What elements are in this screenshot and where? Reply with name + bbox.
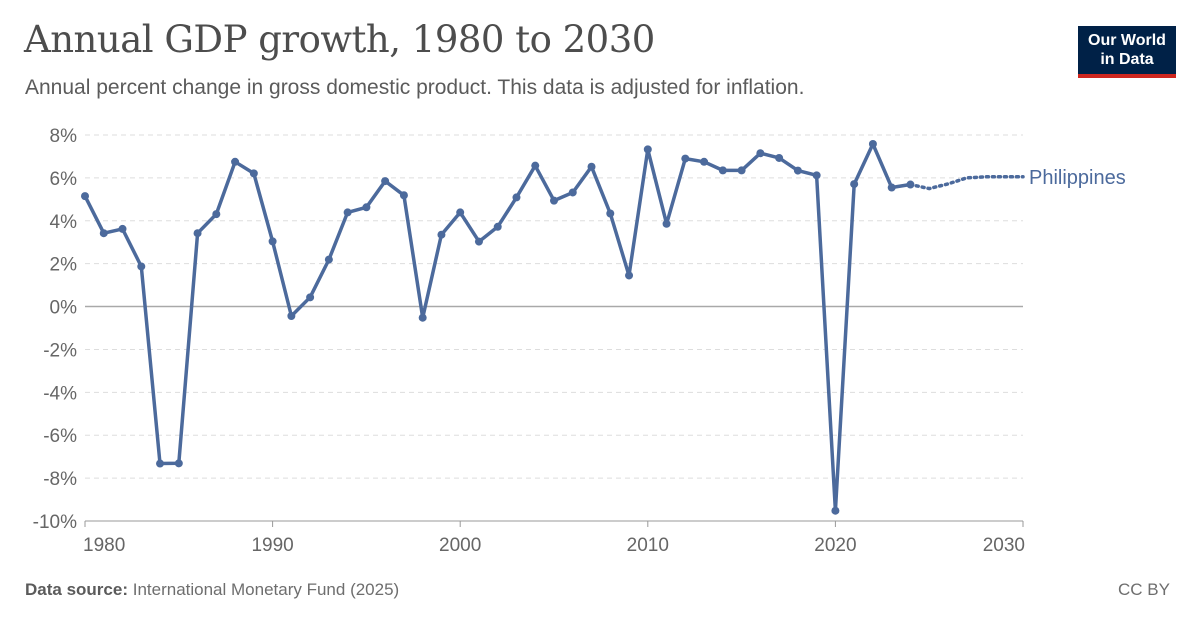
data-point <box>156 459 165 468</box>
data-point <box>118 224 127 233</box>
x-tick-label: 2010 <box>627 535 669 556</box>
y-tick-label: -2% <box>43 340 77 361</box>
data-point <box>193 229 202 238</box>
chart-title: Annual GDP growth, 1980 to 2030 <box>24 18 655 61</box>
x-tick-label: 1980 <box>83 535 125 556</box>
data-point <box>249 169 258 178</box>
data-point <box>268 237 277 246</box>
data-point <box>831 506 840 515</box>
logo-line-2: in Data <box>1100 51 1154 68</box>
data-point <box>850 180 859 189</box>
data-point <box>606 209 615 218</box>
data-point <box>681 154 690 163</box>
chart-subtitle: Annual percent change in gross domestic … <box>25 76 805 99</box>
data-point <box>418 313 427 322</box>
data-point <box>399 191 408 200</box>
license-link[interactable]: CC BY <box>1118 580 1170 599</box>
x-axis: 1980 1990 2000 2010 2020 2030 <box>83 520 1025 556</box>
x-tick-label: 2020 <box>814 535 856 556</box>
data-point <box>362 203 371 212</box>
y-tick-label: -8% <box>43 469 77 490</box>
logo-line-1: Our World <box>1088 32 1166 49</box>
data-source-link[interactable]: International Monetary Fund (2025) <box>132 580 400 599</box>
data-point <box>700 157 709 166</box>
data-point <box>756 149 765 158</box>
data-point <box>718 166 727 175</box>
x-tick-label: 2000 <box>439 535 481 556</box>
data-point <box>287 311 296 320</box>
data-point <box>212 210 221 219</box>
y-tick-label: -10% <box>33 512 77 533</box>
data-point <box>512 193 521 202</box>
series-line <box>83 142 913 513</box>
y-tick-label: 8% <box>50 126 78 147</box>
y-tick-label: -6% <box>43 426 77 447</box>
x-tick-label: 2030 <box>983 535 1025 556</box>
data-point <box>474 237 483 246</box>
gridlines <box>85 134 1023 522</box>
data-point <box>343 208 352 217</box>
data-point <box>587 162 596 171</box>
projection-line <box>908 175 1025 191</box>
data-point <box>99 229 108 238</box>
y-tick-label: 6% <box>50 169 78 190</box>
data-point <box>231 157 240 166</box>
y-axis-ticks: -10% -8% -6% -4% -2% 0% 2% 4% 6% 8% <box>33 126 77 533</box>
data-point <box>493 222 502 231</box>
data-point <box>137 262 146 271</box>
data-point <box>887 183 896 192</box>
x-tick-label: 1990 <box>251 535 293 556</box>
data-point <box>625 271 634 280</box>
y-tick-label: 2% <box>50 255 78 276</box>
data-point <box>793 166 802 175</box>
series-label-philippines: Philippines <box>1029 167 1126 189</box>
y-tick-label: 0% <box>50 298 78 319</box>
owid-logo[interactable]: Our World in Data <box>1078 26 1176 78</box>
data-point <box>456 208 465 217</box>
y-tick-label: 4% <box>50 212 78 233</box>
data-point <box>550 196 558 205</box>
data-source: Data source: International Monetary Fund… <box>25 580 399 600</box>
data-point <box>812 171 821 180</box>
data-point <box>531 161 540 170</box>
data-point <box>381 177 390 186</box>
data-point <box>643 145 652 154</box>
y-tick-label: -4% <box>43 383 77 404</box>
data-point <box>81 192 89 201</box>
data-point <box>662 219 671 228</box>
data-point <box>868 140 877 149</box>
series-philippines: Philippines <box>81 140 1126 515</box>
data-point <box>737 166 746 175</box>
data-point <box>174 459 183 468</box>
data-point <box>568 188 577 197</box>
data-point <box>437 230 446 239</box>
data-point <box>324 255 333 264</box>
data-point <box>775 153 784 162</box>
data-point <box>306 293 315 302</box>
data-source-label: Data source: <box>25 580 128 599</box>
